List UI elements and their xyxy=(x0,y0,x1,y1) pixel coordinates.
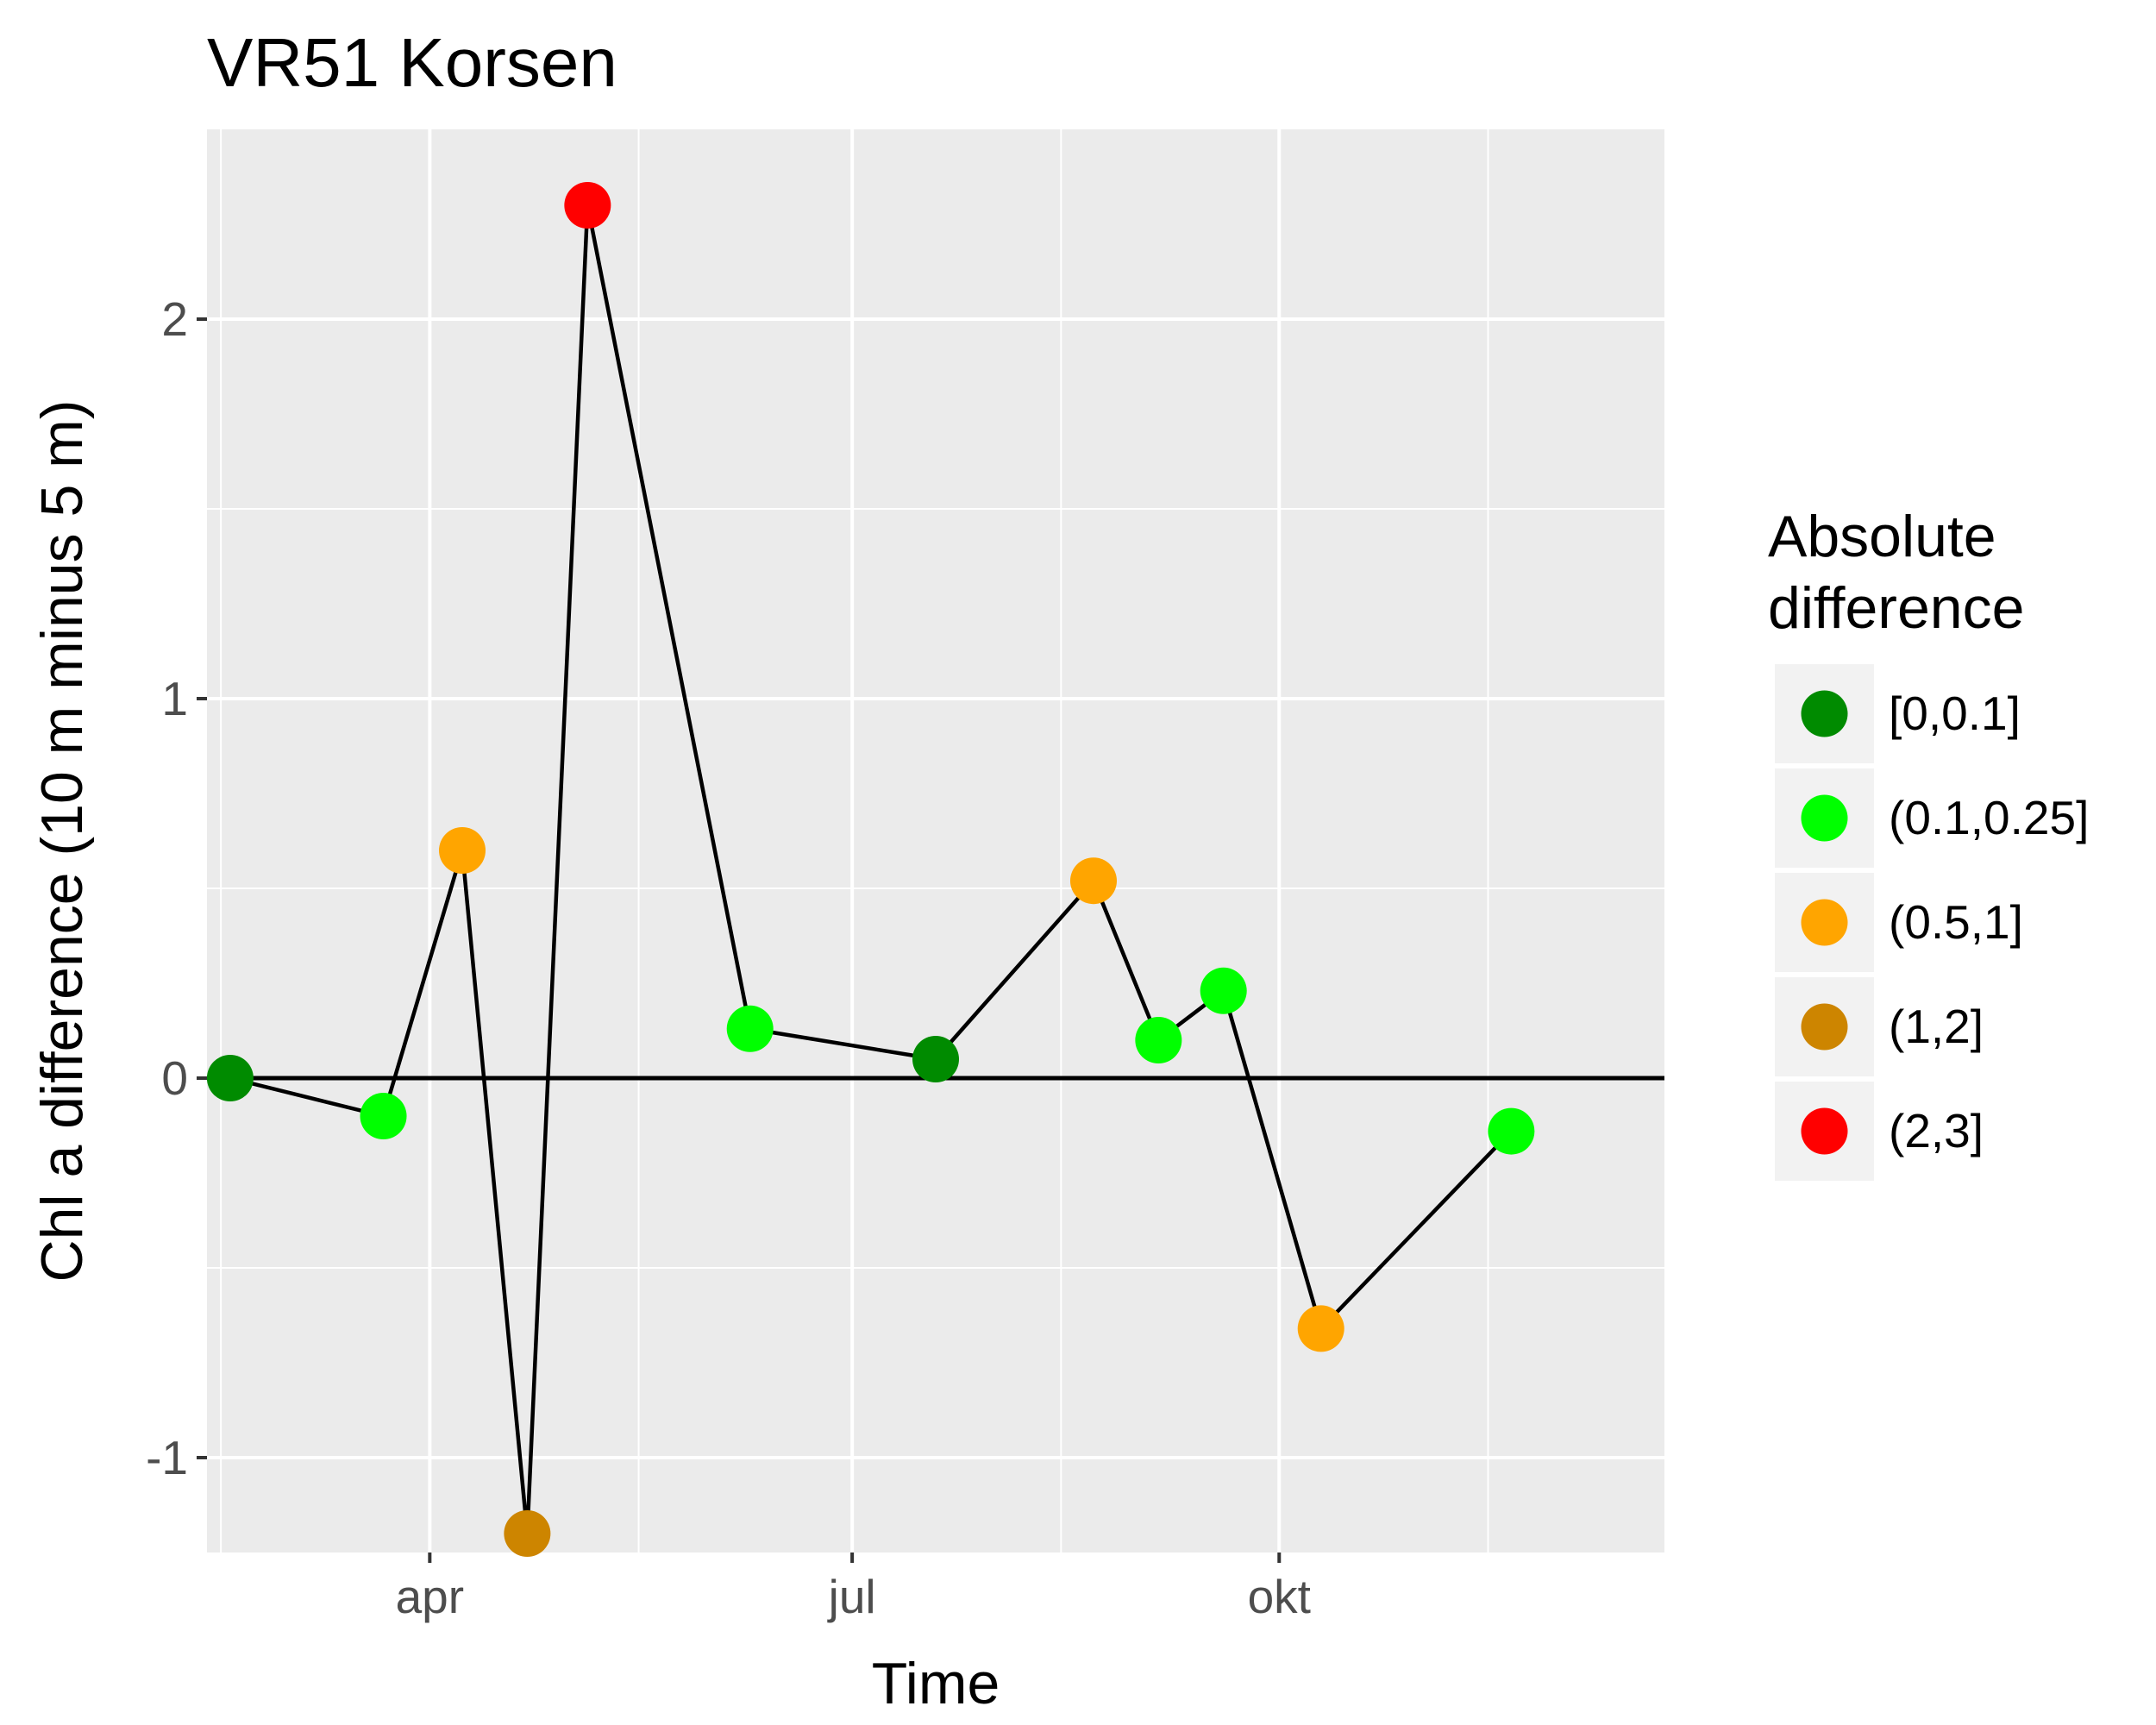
chart-title: VR51 Korsen xyxy=(207,24,617,101)
x-tick-label-2: okt xyxy=(1248,1570,1311,1623)
data-points xyxy=(206,182,1535,1557)
legend-label-2: (0.5,1] xyxy=(1889,895,2023,949)
x-tick-label-0: apr xyxy=(396,1570,465,1623)
legend-title-line-2: difference xyxy=(1768,575,2024,641)
legend-swatch-4 xyxy=(1801,1107,1848,1155)
legend-swatch-3 xyxy=(1801,1003,1848,1051)
legend-label-4: (2,3] xyxy=(1889,1104,1984,1157)
data-point-9 xyxy=(1200,967,1247,1014)
data-point-10 xyxy=(1297,1305,1344,1352)
data-point-6 xyxy=(912,1036,959,1082)
y-tick-label-0: -1 xyxy=(146,1431,188,1484)
y-axis-title: Chl a difference (10 m minus 5 m) xyxy=(29,400,95,1283)
data-point-1 xyxy=(360,1093,407,1139)
data-point-5 xyxy=(726,1005,774,1052)
y-axis: -1 0 1 2 xyxy=(146,292,207,1484)
legend-swatch-1 xyxy=(1801,794,1848,842)
legend-label-1: (0.1,0.25] xyxy=(1889,791,2089,844)
legend-label-3: (1,2] xyxy=(1889,1000,1984,1053)
plot-panel xyxy=(207,129,1664,1552)
data-point-0 xyxy=(206,1055,254,1101)
series-line xyxy=(229,203,1514,1536)
x-axis-title: Time xyxy=(872,1651,1000,1716)
y-tick-label-2: 1 xyxy=(161,672,188,725)
legend-swatch-2 xyxy=(1801,899,1848,946)
x-axis: apr jul okt xyxy=(396,1552,1311,1623)
legend-label-0: [0,0.1] xyxy=(1889,687,2021,740)
data-point-3 xyxy=(504,1510,551,1557)
legend: Absolute difference [0,0.1] (0.1,0.25] (0.… xyxy=(1768,504,2089,1181)
y-tick-label-3: 2 xyxy=(161,292,188,346)
data-point-7 xyxy=(1069,857,1117,905)
data-point-4 xyxy=(564,182,611,229)
legend-swatch-0 xyxy=(1801,690,1848,737)
y-tick-label-1: 0 xyxy=(161,1051,188,1105)
legend-title-line-1: Absolute xyxy=(1768,504,1996,569)
data-point-11 xyxy=(1488,1107,1535,1155)
data-point-8 xyxy=(1135,1017,1182,1063)
data-point-2 xyxy=(439,827,486,874)
x-tick-label-1: jul xyxy=(827,1570,876,1623)
legend-items: [0,0.1] (0.1,0.25] (0.5,1] (1,2] (2,3] xyxy=(1775,664,2089,1181)
